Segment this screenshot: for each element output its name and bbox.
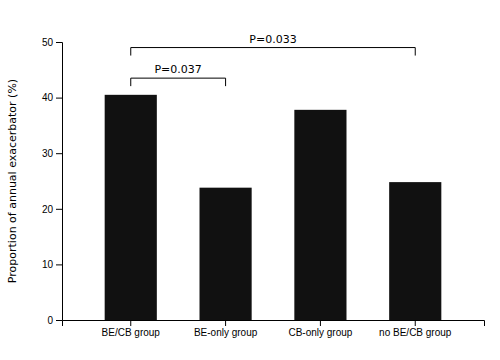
bracket-line: [131, 48, 415, 56]
y-tick-mark: [56, 320, 62, 321]
y-tick-label: 10: [42, 259, 54, 270]
y-tick-mark: [56, 153, 62, 154]
bracket: P=0.037: [131, 63, 226, 86]
bar: [294, 110, 346, 320]
bar: [200, 188, 252, 320]
x-tick-mark: [130, 320, 131, 326]
y-axis-title: Proportion of annual exacerbator (%): [6, 79, 19, 283]
x-tick: BE-only group: [194, 320, 258, 338]
y-tick: 0: [47, 315, 62, 326]
x-tick-label: BE/CB group: [102, 327, 161, 338]
y-tick-mark: [56, 42, 62, 43]
annotations: P=0.037 P=0.033: [131, 33, 415, 87]
bar: [389, 182, 441, 320]
y-tick: 20: [42, 204, 62, 215]
y-tick-mark: [56, 209, 62, 210]
y-tick: 40: [42, 92, 62, 103]
x-tick-label: no BE/CB group: [379, 327, 452, 338]
plot-area: BE/CB group BE-only group CB-only group no …: [42, 33, 485, 339]
bar: [105, 95, 157, 320]
y-tick-label: 0: [47, 315, 53, 326]
y-tick-label: 30: [42, 148, 54, 159]
y-tick: 10: [42, 259, 62, 270]
y-tick-label: 20: [42, 204, 54, 215]
bracket: P=0.033: [131, 33, 415, 56]
chart-container: BE/CB group BE-only group CB-only group no …: [0, 0, 500, 360]
y-tick-label: 50: [42, 37, 54, 48]
x-tick: CB-only group: [288, 320, 352, 338]
x-tick-label: CB-only group: [288, 327, 352, 338]
y-tick-mark: [56, 264, 62, 265]
chart-svg: BE/CB group BE-only group CB-only group no …: [0, 0, 500, 360]
y-tick: 30: [42, 148, 62, 159]
y-tick-mark: [56, 98, 62, 99]
x-tick-mark: [415, 320, 416, 326]
y-tick-label: 40: [42, 92, 54, 103]
x-tick: no BE/CB group: [379, 320, 452, 338]
x-tick-mark: [225, 320, 226, 326]
bracket-label: P=0.037: [154, 63, 201, 76]
y-tick: 50: [42, 37, 62, 48]
bars: [105, 95, 442, 320]
x-axis: BE/CB group BE-only group CB-only group no …: [63, 320, 485, 338]
y-axis-line: [56, 43, 63, 321]
x-axis-line: [63, 321, 485, 327]
bracket-line: [131, 78, 226, 86]
x-tick-mark: [320, 320, 321, 326]
x-tick-label: BE-only group: [194, 327, 258, 338]
y-axis: 0 10 20 30 40 50: [42, 37, 63, 326]
bracket-label: P=0.033: [249, 33, 296, 46]
x-tick: BE/CB group: [102, 320, 161, 338]
